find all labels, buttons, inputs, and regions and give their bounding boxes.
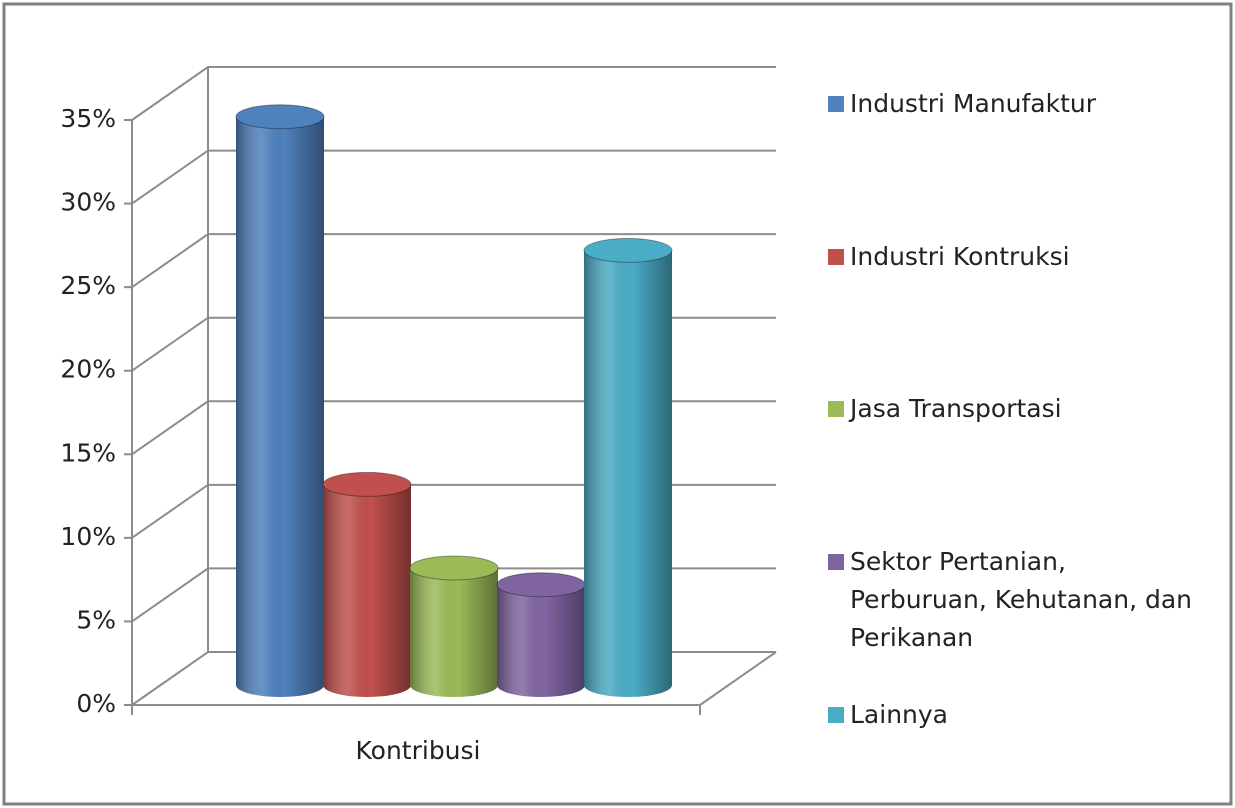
y-tick-label: 5% <box>76 605 116 634</box>
x-tick-label: Kontribusi <box>356 736 481 765</box>
legend-label: Sektor Pertanian, Perburuan, Kehutanan, … <box>850 547 1193 652</box>
legend-swatch <box>828 707 844 723</box>
legend-item: Sektor Pertanian, Perburuan, Kehutanan, … <box>828 543 1198 657</box>
cylinder-shade <box>410 568 498 697</box>
legend-item: Lainnya <box>828 696 1198 734</box>
legend-label: Industri Kontruksi <box>850 242 1070 271</box>
legend-swatch <box>828 554 844 570</box>
legend-swatch <box>828 401 844 417</box>
floor-edge <box>699 651 777 706</box>
cylinder-top <box>583 237 673 263</box>
cylinder-shade <box>323 484 411 697</box>
y-tick-label: 20% <box>60 355 116 384</box>
cylinder-top <box>235 104 325 130</box>
legend-label: Industri Manufaktur <box>850 89 1097 118</box>
legend-item: Jasa Transportasi <box>828 390 1198 428</box>
y-tick-label: 15% <box>60 438 116 467</box>
cylinder-top <box>409 555 499 581</box>
cylinder-top <box>322 471 412 497</box>
legend-swatch <box>828 96 844 112</box>
legend-label: Lainnya <box>850 700 948 729</box>
y-tick-label: 0% <box>76 689 116 718</box>
cylinder-top <box>496 572 586 598</box>
cylinder-shade <box>584 250 672 697</box>
cylinder-shade <box>497 584 585 697</box>
legend-swatch <box>828 249 844 265</box>
y-tick-label: 30% <box>60 188 116 217</box>
cylinder-shade <box>236 116 324 697</box>
legend-item: Industri Kontruksi <box>828 238 1198 276</box>
y-tick-label: 10% <box>60 522 116 551</box>
y-tick-label: 25% <box>60 271 116 300</box>
legend-label: Jasa Transportasi <box>850 394 1062 423</box>
legend-item: Industri Manufaktur <box>828 85 1198 123</box>
y-tick-label: 35% <box>60 104 116 133</box>
